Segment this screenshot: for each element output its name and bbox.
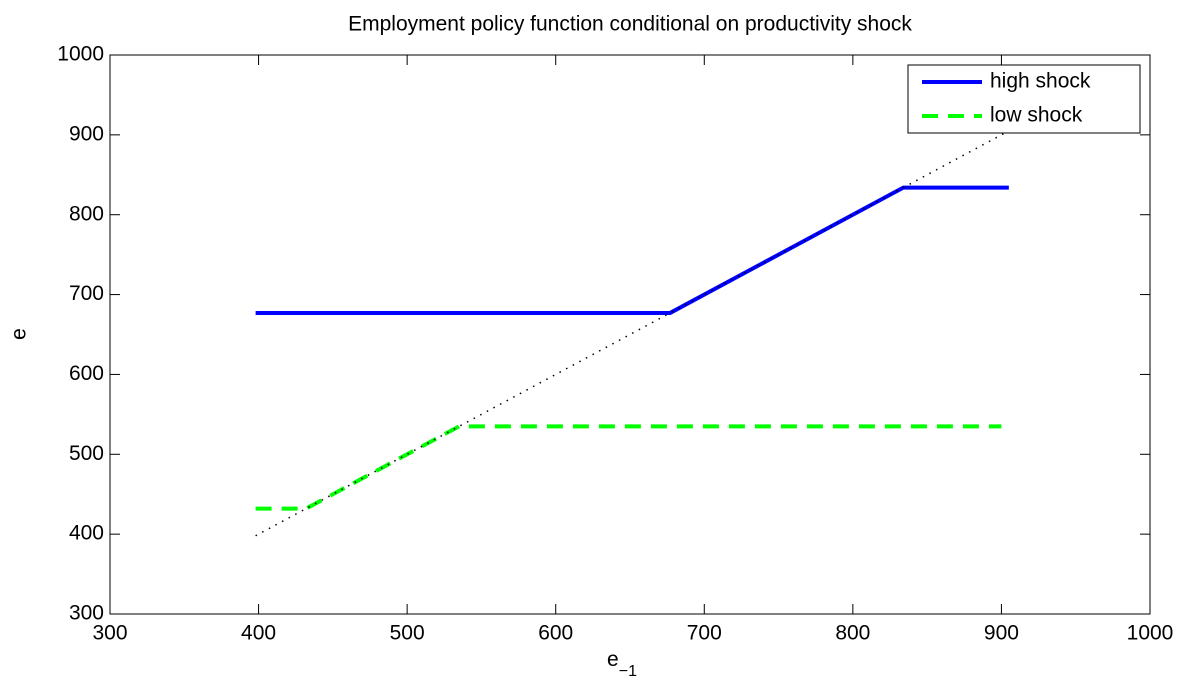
y-axis-label: e xyxy=(8,328,31,340)
x-tick-label: 900 xyxy=(984,622,1019,645)
series-line xyxy=(255,424,1002,511)
plot-frame xyxy=(109,54,1151,615)
x-tick-label: 400 xyxy=(241,622,276,645)
legend-label: low shock xyxy=(990,104,1083,127)
x-label-subscript: −1 xyxy=(619,663,637,680)
y-tick-label: 700 xyxy=(69,282,104,305)
x-label-base: e xyxy=(607,648,619,671)
y-tick-label: 400 xyxy=(69,522,104,545)
legend-box xyxy=(907,64,1141,134)
x-tick-label: 500 xyxy=(390,622,425,645)
chart-title: Employment policy function conditional o… xyxy=(348,13,912,36)
x-tick-label: 700 xyxy=(687,622,722,645)
x-tick-label: 1000 xyxy=(1127,622,1174,645)
x-tick-label: 600 xyxy=(538,622,573,645)
x-tick-label: 800 xyxy=(835,622,870,645)
legend-label: high shock xyxy=(990,70,1091,93)
series-line xyxy=(255,185,1009,315)
x-axis-label: e−1 xyxy=(607,648,637,680)
y-tick-label: 500 xyxy=(69,442,104,465)
series-line xyxy=(255,130,1010,537)
y-tick-label: 300 xyxy=(69,602,104,625)
y-tick-label: 900 xyxy=(69,122,104,145)
y-tick-label: 800 xyxy=(69,202,104,225)
y-tick-label: 1000 xyxy=(57,43,104,66)
x-tick-label: 300 xyxy=(92,622,127,645)
y-tick-label: 600 xyxy=(69,362,104,385)
